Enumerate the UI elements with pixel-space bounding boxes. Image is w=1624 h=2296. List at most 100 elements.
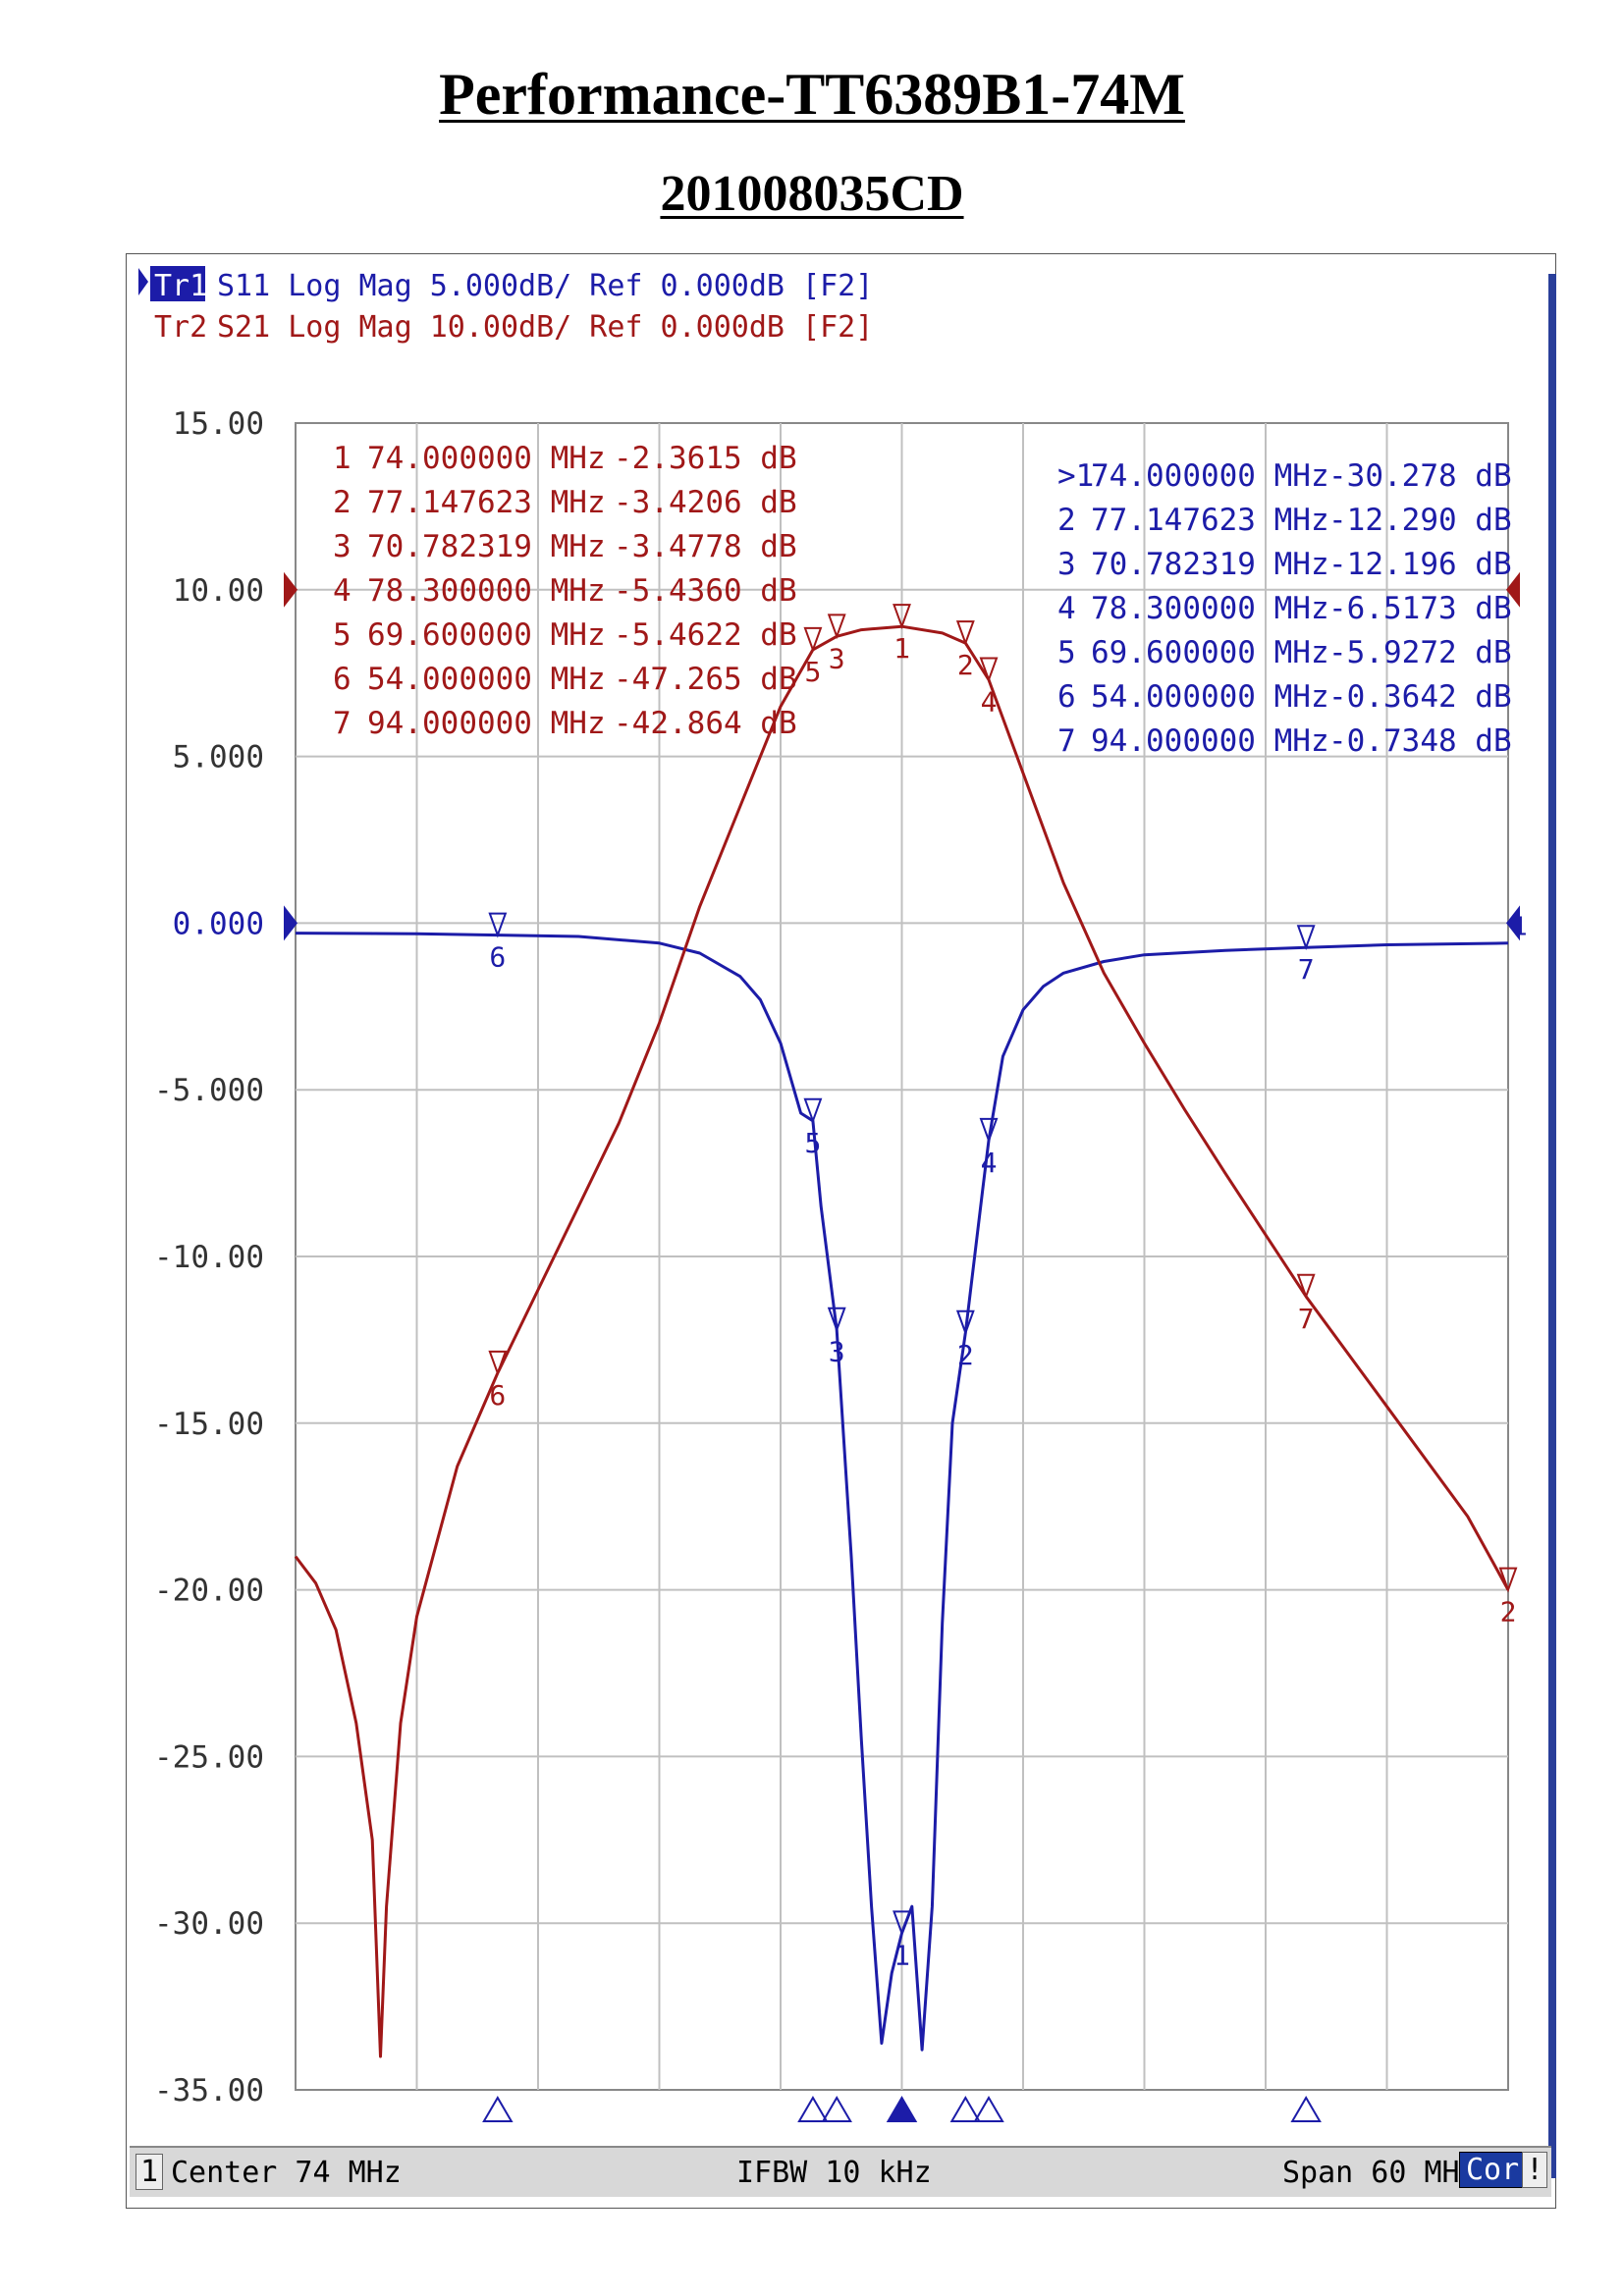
trace-marker-s11 (955, 1309, 975, 1336)
stimulus-marker[interactable] (482, 2096, 514, 2122)
trace-marker-s11 (488, 912, 508, 938)
trace-marker-label-s11: 3 (829, 1336, 845, 1368)
marker-table-s11-num: 6 (1057, 679, 1076, 715)
correction-badge[interactable]: Cor (1459, 2152, 1527, 2188)
marker-table-s11-freq: 94.000000 MHz (1091, 723, 1329, 759)
ifbw-readout[interactable]: IFBW 10 kHz (736, 2156, 932, 2190)
ref-arrow-s11-right (1506, 905, 1520, 941)
warning-flag: ! (1522, 2152, 1548, 2188)
stimulus-marker[interactable] (797, 2096, 829, 2122)
marker-table-s11-freq: 54.000000 MHz (1091, 679, 1329, 715)
marker-table-s11-num: 4 (1057, 591, 1076, 626)
trace-marker-label-s21: 5 (805, 656, 822, 688)
marker-table-s11-value: -6.5173 dB (1328, 591, 1512, 626)
channel-indicator[interactable]: 1 (135, 2154, 164, 2190)
trace-marker-label-s11: 2 (957, 1339, 974, 1371)
ref-arrow-s21-right (1506, 571, 1520, 608)
y-tick-label: 10.00 (173, 573, 264, 609)
ref-marker-label: 1 (1512, 912, 1528, 941)
marker-table-s11-freq: 74.000000 MHz (1091, 458, 1329, 494)
marker-table-s21-freq: 78.300000 MHz (367, 573, 606, 609)
trace-marker-s11 (803, 1097, 823, 1124)
y-tick-label: 15.00 (173, 406, 264, 442)
stimulus-marker[interactable] (821, 2096, 852, 2122)
stimulus-marker[interactable] (886, 2096, 918, 2122)
marker-table-s11-num: 2 (1057, 503, 1076, 538)
y-tick-label: 5.000 (173, 740, 264, 775)
marker-table-s21-freq: 94.000000 MHz (367, 706, 606, 741)
marker-table-s11-value: -12.290 dB (1328, 503, 1512, 538)
marker-table-s21-value: -3.4778 dB (614, 529, 797, 564)
trace-marker-label-s11: 5 (805, 1127, 822, 1159)
trace-marker-label-s21: 2 (1500, 1596, 1517, 1629)
marker-table-s11-freq: 78.300000 MHz (1091, 591, 1329, 626)
trace-header-text: S11 Log Mag 5.000dB/ Ref 0.000dB [F2] (217, 269, 873, 303)
trace-header-text: S21 Log Mag 10.00dB/ Ref 0.000dB [F2] (217, 310, 873, 345)
y-tick-label: -25.00 (154, 1739, 264, 1775)
marker-table-s21-num: 7 (333, 706, 352, 741)
marker-table-s21-freq: 77.147623 MHz (367, 485, 606, 520)
marker-table-s21-freq: 70.782319 MHz (367, 529, 606, 564)
trace-line-s21 (294, 624, 1510, 2058)
active-trace-arrow (138, 268, 148, 295)
marker-table-s11-value: -30.278 dB (1328, 458, 1512, 494)
marker-table-s11-value: -12.196 dB (1328, 547, 1512, 582)
trace-marker-label-s21: 3 (829, 642, 845, 674)
trace-marker-label-s21: 6 (489, 1379, 506, 1412)
marker-table-s21-num: 6 (333, 662, 352, 697)
marker-table-s11-num: 3 (1057, 547, 1076, 582)
y-tick-label: -15.00 (154, 1407, 264, 1442)
marker-table-s11-num: 5 (1057, 635, 1076, 670)
trace-marker-s11 (1296, 925, 1316, 951)
page-subtitle: 201008035CD (660, 166, 964, 222)
y-tick-label: -30.00 (154, 1906, 264, 1942)
y-tick-label: 0.000 (173, 906, 264, 941)
span-readout[interactable]: Span 60 MHz (1282, 2156, 1478, 2190)
trace-marker-s11 (979, 1117, 999, 1144)
marker-table-s21-num: 2 (333, 485, 352, 520)
trace-marker-label-s21: 4 (981, 685, 998, 718)
marker-table-s21-freq: 54.000000 MHz (367, 662, 606, 697)
y-tick-label: -20.00 (154, 1574, 264, 1609)
trace-marker-s21 (955, 620, 975, 647)
marker-table-s11-value: -0.3642 dB (1328, 679, 1512, 715)
trace-marker-label-s11: 4 (981, 1147, 998, 1179)
marker-table-s11-freq: 77.147623 MHz (1091, 503, 1329, 538)
ref-arrow-s11-left (284, 905, 298, 941)
marker-table-s11-freq: 70.782319 MHz (1091, 547, 1329, 582)
marker-table-s21-value: -47.265 dB (614, 662, 797, 697)
marker-table-s21-value: -2.3615 dB (614, 441, 797, 476)
trace-marker-label-s11: 7 (1298, 953, 1315, 986)
marker-table-s21-value: -5.4360 dB (614, 573, 797, 609)
trace-marker-s21 (979, 657, 999, 683)
trace-marker-label-s11: 6 (489, 941, 506, 974)
trace-marker-s21 (488, 1350, 508, 1376)
marker-table-s21-value: -42.864 dB (614, 706, 797, 741)
marker-table-s21-freq: 74.000000 MHz (367, 441, 606, 476)
marker-table-s21-freq: 69.600000 MHz (367, 617, 606, 653)
marker-table-s21-value: -5.4622 dB (614, 617, 797, 653)
marker-table-s21-value: -3.4206 dB (614, 485, 797, 520)
trace-marker-label-s11: 1 (893, 1939, 910, 1971)
stimulus-marker[interactable] (949, 2096, 982, 2122)
y-tick-label: -35.00 (154, 2073, 264, 2109)
analyzer-screen: 15.00 10.00 5.000 0.000 -5.000 -10.00 -15.00 -2… (126, 253, 1556, 2209)
trace-marker-s11 (827, 1307, 846, 1333)
trace-marker-label-s21: 1 (893, 632, 910, 665)
active-trace-tag-bg (150, 266, 205, 301)
stimulus-marker[interactable] (973, 2096, 1004, 2122)
marker-table-s21-num: 1 (333, 441, 352, 476)
trace-marker-s21 (827, 614, 846, 640)
stimulus-marker[interactable] (1290, 2096, 1322, 2122)
trace-marker-s21 (1296, 1273, 1316, 1300)
trace-marker-s21 (1498, 1567, 1518, 1593)
marker-table-s11-num: 7 (1057, 723, 1076, 759)
status-bar: 1 Center 74 MHz IFBW 10 kHz Span 60 MHz … (130, 2146, 1551, 2197)
marker-table-s11-value: -0.7348 dB (1328, 723, 1512, 759)
chart-svg: 15.00 10.00 5.000 0.000 -5.000 -10.00 -15.00 -2… (138, 266, 1556, 2178)
marker-table-s21-num: 3 (333, 529, 352, 564)
trace-tag: Tr1 (154, 269, 207, 303)
y-tick-label: -5.000 (154, 1073, 264, 1108)
y-tick-label: -10.00 (154, 1240, 264, 1275)
center-frequency[interactable]: Center 74 MHz (171, 2156, 402, 2190)
